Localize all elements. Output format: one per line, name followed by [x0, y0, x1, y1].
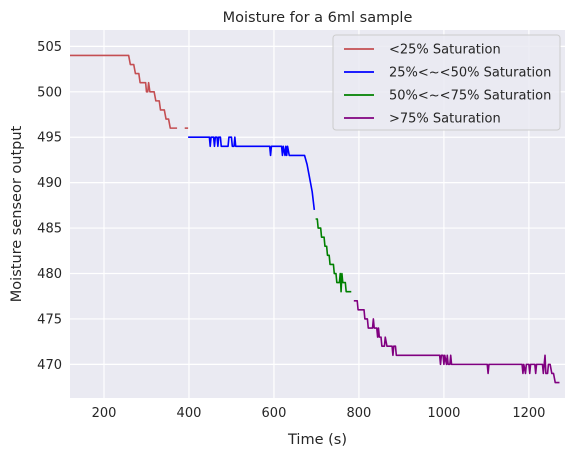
- series-1-line: [70, 54, 178, 129]
- y-axis-label: Moisture senseor output: [9, 125, 25, 302]
- x-tick-label: 600: [262, 406, 287, 421]
- x-axis-label: Time (s): [287, 432, 347, 448]
- legend-entry-label: 25%<~<50% Saturation: [389, 66, 551, 81]
- x-tick-label: 400: [177, 406, 202, 421]
- y-tick-label: 500: [37, 85, 62, 100]
- x-tick-label: 800: [347, 406, 372, 421]
- x-tick-label: 1200: [512, 406, 545, 421]
- series-3-line: [315, 218, 352, 293]
- y-tick-label: 475: [37, 312, 62, 327]
- y-tick-label: 505: [37, 40, 62, 55]
- series-4-line: [353, 299, 560, 384]
- legend-entry-label: <25% Saturation: [389, 43, 501, 58]
- x-tick-label: 1000: [427, 406, 460, 421]
- legend-entry-label: 50%<~<75% Saturation: [389, 89, 551, 104]
- ticks: 200 400 600 800 1000 1200 470 475 480 485 490 495 50…: [37, 40, 545, 421]
- y-tick-label: 470: [37, 358, 62, 373]
- legend: <25% Saturation 25%<~<50% Saturation 50%<~…: [332, 34, 561, 131]
- series-2-line: [188, 136, 316, 211]
- x-tick-label: 200: [92, 406, 117, 421]
- y-tick-label: 495: [37, 131, 62, 146]
- y-tick-label: 485: [37, 222, 62, 237]
- y-tick-label: 490: [37, 176, 62, 191]
- legend-box: [332, 34, 561, 131]
- legend-entry-label: >75% Saturation: [389, 112, 501, 127]
- y-tick-label: 480: [37, 267, 62, 282]
- chart-title: Moisture for a 6ml sample: [223, 10, 413, 26]
- series-layer: [70, 54, 560, 384]
